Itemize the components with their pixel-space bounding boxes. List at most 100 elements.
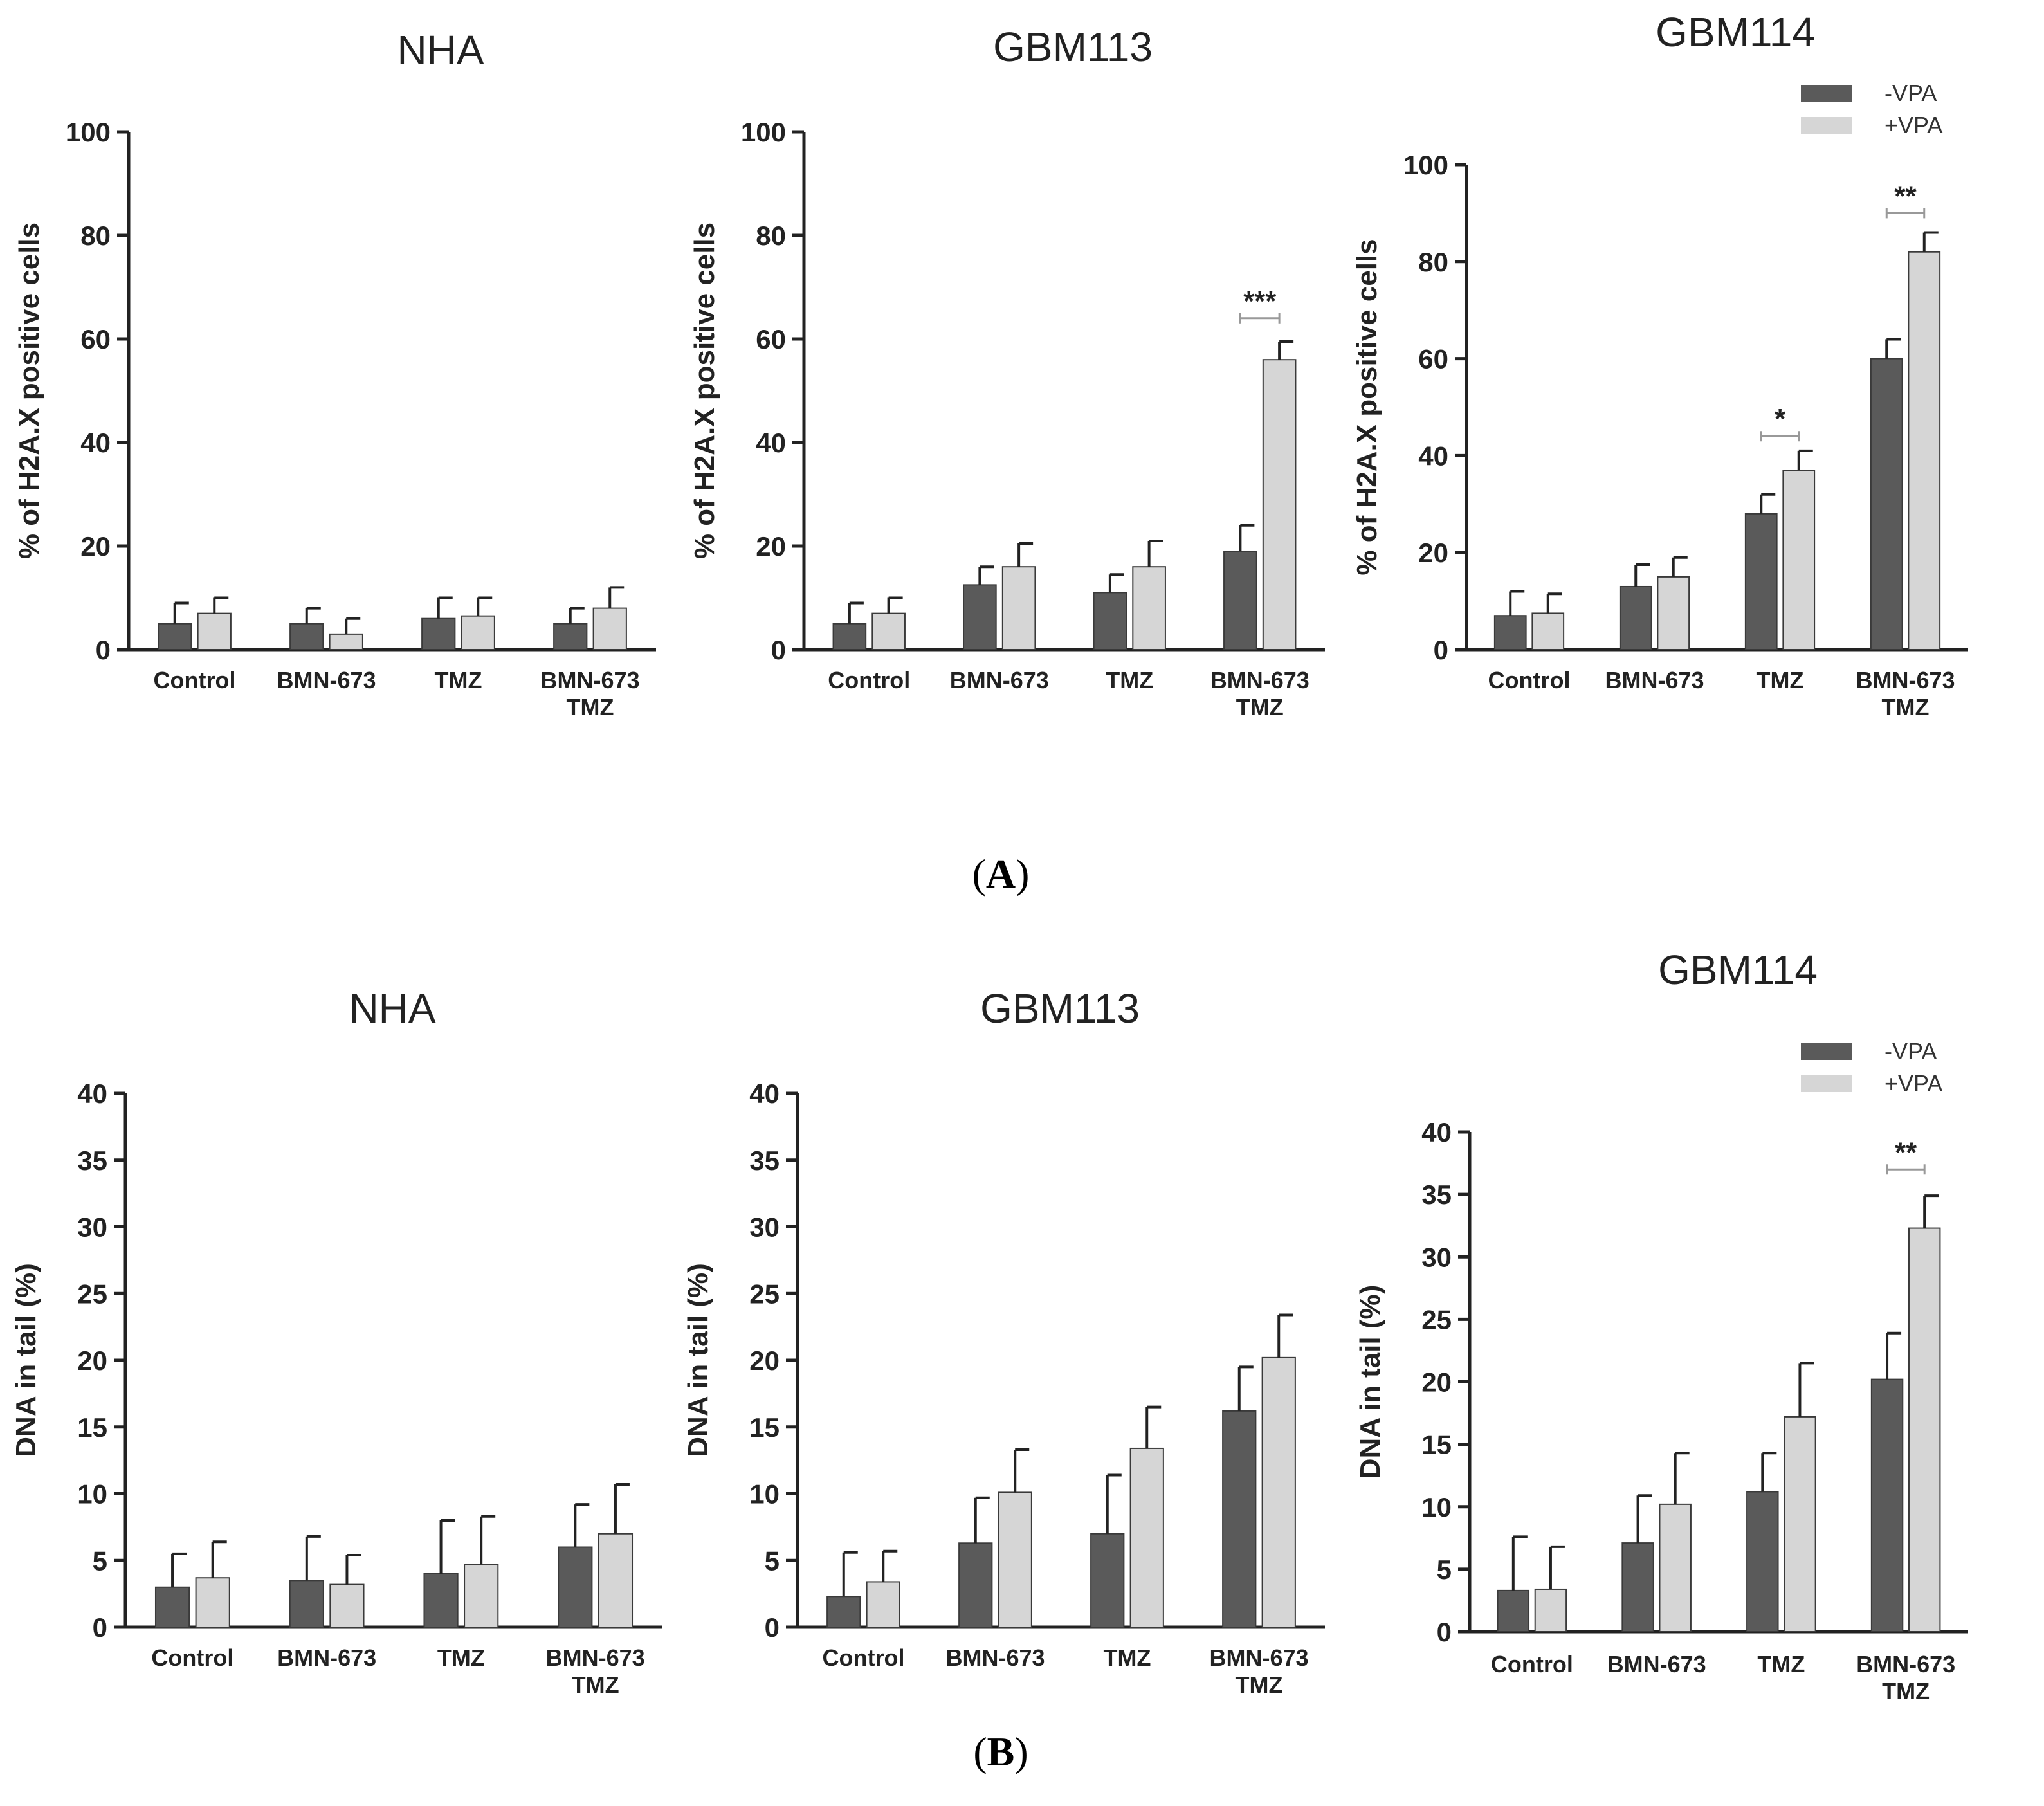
chart-2: GBM113 % of H2A.X positive cells 0 20 40 60 80… bbox=[689, 24, 1325, 720]
y-axis-label: % of H2A.X positive cells bbox=[14, 223, 45, 559]
x-tick-label: BMN-673 TMZ bbox=[546, 1645, 645, 1698]
x-tick-label: BMN-673 bbox=[950, 667, 1049, 693]
bar-pos-vpa bbox=[329, 1583, 365, 1628]
bar-pos-vpa bbox=[464, 1564, 499, 1628]
legend-swatch-neg bbox=[1801, 1043, 1852, 1060]
y-axis-label: % of H2A.X positive cells bbox=[1351, 239, 1383, 575]
x-tick-label: Control bbox=[828, 667, 910, 693]
y-tick-label: 5 bbox=[93, 1546, 107, 1576]
y-axis-label: DNA in tail (%) bbox=[682, 1263, 714, 1457]
bar-pos-vpa bbox=[598, 1533, 634, 1628]
y-tick-label: 15 bbox=[1421, 1430, 1452, 1460]
bar-neg-vpa bbox=[1746, 1491, 1779, 1632]
bar-neg-vpa bbox=[1870, 1378, 1904, 1632]
y-tick-label: 0 bbox=[96, 635, 111, 665]
chart-title: GBM114 bbox=[1656, 9, 1815, 55]
bar-neg-vpa bbox=[1870, 358, 1903, 650]
y-axis-label: DNA in tail (%) bbox=[10, 1263, 42, 1457]
x-tick-label: TMZ bbox=[435, 667, 482, 693]
y-tick-label: 35 bbox=[749, 1145, 780, 1176]
bar-neg-vpa bbox=[1619, 585, 1652, 650]
y-tick-label: 60 bbox=[756, 324, 786, 354]
y-tick-label: 30 bbox=[749, 1212, 780, 1243]
bar-neg-vpa bbox=[826, 1596, 861, 1628]
bar-pos-vpa bbox=[1782, 470, 1816, 651]
bar-neg-vpa bbox=[1093, 592, 1127, 651]
y-tick-label: 25 bbox=[749, 1279, 780, 1309]
bar-pos-vpa bbox=[871, 612, 906, 651]
y-tick-label: 100 bbox=[741, 117, 786, 147]
x-tick-label: BMN-673 bbox=[1607, 1651, 1706, 1677]
x-tick-label: BMN-673 TMZ bbox=[1209, 1645, 1308, 1698]
x-tick-label: BMN-673 TMZ bbox=[1856, 1651, 1955, 1704]
bar-neg-vpa bbox=[289, 623, 324, 650]
bar-neg-vpa bbox=[1497, 1589, 1530, 1632]
significance-label: ** bbox=[1895, 1136, 1917, 1168]
chart-3: GBM114 % of H2A.X positive cells 0 20 40 60 80… bbox=[1351, 9, 1968, 720]
bar-pos-vpa bbox=[1908, 251, 1941, 651]
legend-swatch-neg bbox=[1801, 85, 1852, 102]
x-tick-label: TMZ bbox=[1106, 667, 1153, 693]
y-tick-label: 40 bbox=[756, 428, 786, 458]
legend-swatch-pos bbox=[1801, 117, 1852, 134]
bar-neg-vpa bbox=[423, 1573, 459, 1628]
x-tick-label: Control bbox=[154, 667, 236, 693]
chart-title: NHA bbox=[397, 27, 484, 73]
bar-neg-vpa bbox=[154, 1586, 190, 1628]
y-tick-label: 20 bbox=[80, 531, 111, 561]
section-label-a: (A) bbox=[972, 851, 1030, 897]
x-tick-label: TMZ bbox=[1757, 667, 1804, 693]
bar-neg-vpa bbox=[558, 1546, 593, 1628]
y-tick-label: 80 bbox=[1418, 247, 1448, 277]
y-tick-label: 0 bbox=[93, 1612, 107, 1643]
bar-pos-vpa bbox=[1659, 1503, 1692, 1632]
y-tick-label: 40 bbox=[749, 1079, 780, 1109]
bar-neg-vpa bbox=[553, 623, 588, 650]
y-tick-label: 60 bbox=[1418, 344, 1448, 374]
y-tick-label: 60 bbox=[80, 324, 111, 354]
bar-pos-vpa bbox=[197, 612, 232, 651]
chart-title: GBM113 bbox=[980, 985, 1140, 1032]
x-tick-label: TMZ bbox=[1757, 1651, 1805, 1677]
legend-swatch-pos bbox=[1801, 1075, 1852, 1092]
bar-pos-vpa bbox=[998, 1491, 1032, 1628]
bar-neg-vpa bbox=[963, 584, 997, 650]
bar-pos-vpa bbox=[1262, 359, 1297, 650]
x-tick-label: Control bbox=[151, 1645, 233, 1671]
x-tick-label: BMN-673 TMZ bbox=[1210, 667, 1309, 720]
y-tick-label: 10 bbox=[749, 1479, 780, 1510]
chart-5: GBM113 DNA in tail (%) 0 5 10 15 20 25 30 35 40 Con… bbox=[682, 985, 1325, 1698]
y-tick-label: 100 bbox=[1403, 150, 1448, 180]
chart-6: GBM114 DNA in tail (%) 0 5 10 15 20 25 30 35 40 Con… bbox=[1355, 947, 1968, 1704]
x-tick-label: Control bbox=[1488, 667, 1571, 693]
y-tick-label: 15 bbox=[749, 1412, 780, 1443]
y-tick-label: 20 bbox=[749, 1345, 780, 1376]
legend: -VPA +VPA bbox=[1801, 80, 1942, 138]
y-tick-label: 20 bbox=[1418, 538, 1448, 568]
bar-pos-vpa bbox=[1784, 1416, 1816, 1632]
chart-title: GBM113 bbox=[993, 24, 1153, 70]
bar-pos-vpa bbox=[1001, 566, 1036, 651]
chart-title: GBM114 bbox=[1658, 947, 1818, 993]
bar-pos-vpa bbox=[1908, 1227, 1941, 1632]
y-tick-label: 5 bbox=[765, 1546, 780, 1576]
x-tick-label: BMN-673 bbox=[1605, 667, 1704, 693]
y-tick-label: 10 bbox=[1421, 1492, 1452, 1522]
bar-neg-vpa bbox=[958, 1542, 993, 1628]
bar-pos-vpa bbox=[1132, 566, 1166, 651]
y-tick-label: 40 bbox=[1418, 441, 1448, 471]
significance-label: ** bbox=[1894, 180, 1917, 212]
x-tick-label: TMZ bbox=[437, 1645, 485, 1671]
y-tick-label: 20 bbox=[77, 1345, 107, 1376]
y-tick-label: 30 bbox=[1421, 1242, 1452, 1272]
chart-title: NHA bbox=[349, 985, 435, 1032]
legend-label-neg: -VPA bbox=[1884, 80, 1937, 106]
y-tick-label: 15 bbox=[77, 1412, 107, 1443]
y-tick-label: 0 bbox=[771, 635, 786, 665]
y-tick-label: 30 bbox=[77, 1212, 107, 1243]
bar-pos-vpa bbox=[592, 607, 627, 650]
y-tick-label: 40 bbox=[80, 428, 111, 458]
bar-neg-vpa bbox=[832, 623, 867, 650]
legend-label-neg: -VPA bbox=[1884, 1038, 1937, 1064]
